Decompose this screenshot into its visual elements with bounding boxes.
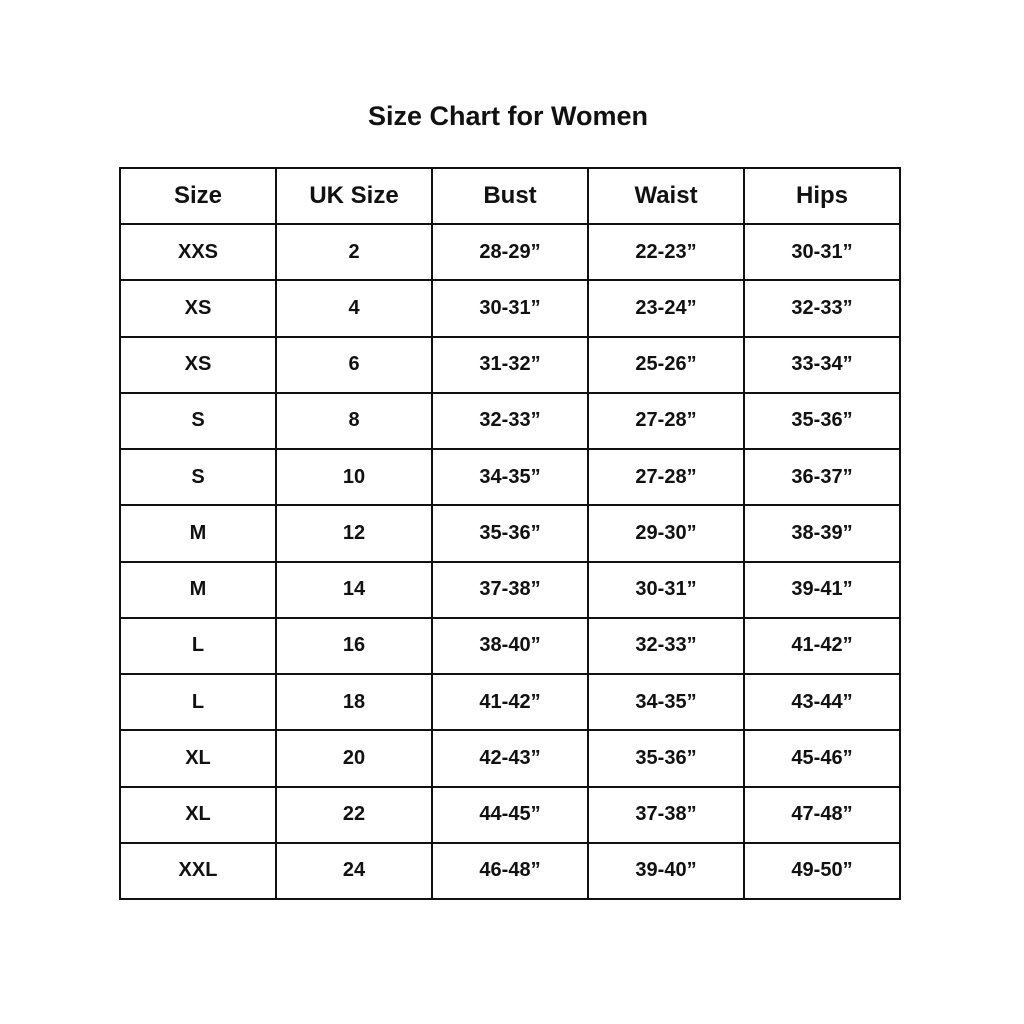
cell-hips: 38-39” xyxy=(743,504,901,563)
table-row: M 14 37-38” 30-31” 39-41” xyxy=(119,560,901,619)
cell-waist: 25-26” xyxy=(587,335,745,394)
table-row: XXS 2 28-29” 22-23” 30-31” xyxy=(119,222,901,282)
column-header-bust: Bust xyxy=(431,167,589,225)
cell-bust: 44-45” xyxy=(431,785,589,844)
cell-bust: 42-43” xyxy=(431,729,589,788)
column-header-waist: Waist xyxy=(587,167,745,225)
cell-uk-size: 4 xyxy=(275,279,433,338)
cell-bust: 38-40” xyxy=(431,616,589,676)
page-title: Size Chart for Women xyxy=(367,101,649,131)
cell-bust: 34-35” xyxy=(431,447,589,507)
cell-waist: 29-30” xyxy=(587,504,745,563)
cell-uk-size: 20 xyxy=(275,729,433,788)
cell-size: L xyxy=(119,616,277,676)
cell-uk-size: 2 xyxy=(275,222,433,282)
cell-size: XXL xyxy=(119,841,277,901)
cell-size: M xyxy=(119,560,277,619)
cell-bust: 30-31” xyxy=(431,279,589,338)
cell-uk-size: 8 xyxy=(275,391,433,451)
column-header-size: Size xyxy=(119,167,277,225)
table-row: S 8 32-33” 27-28” 35-36” xyxy=(119,391,901,451)
cell-hips: 30-31” xyxy=(743,222,901,282)
cell-waist: 35-36” xyxy=(587,729,745,788)
cell-waist: 27-28” xyxy=(587,391,745,451)
table-row: XS 6 31-32” 25-26” 33-34” xyxy=(119,335,901,394)
cell-size: XS xyxy=(119,335,277,394)
table-header-row: Size UK Size Bust Waist Hips xyxy=(119,167,901,225)
cell-waist: 37-38” xyxy=(587,785,745,844)
table-row: S 10 34-35” 27-28” 36-37” xyxy=(119,447,901,507)
cell-bust: 37-38” xyxy=(431,560,589,619)
cell-hips: 47-48” xyxy=(743,785,901,844)
cell-hips: 32-33” xyxy=(743,279,901,338)
cell-size: L xyxy=(119,672,277,732)
table-row: XS 4 30-31” 23-24” 32-33” xyxy=(119,279,901,338)
cell-hips: 36-37” xyxy=(743,447,901,507)
cell-size: XXS xyxy=(119,222,277,282)
cell-bust: 41-42” xyxy=(431,672,589,732)
cell-uk-size: 22 xyxy=(275,785,433,844)
cell-waist: 32-33” xyxy=(587,616,745,676)
cell-waist: 39-40” xyxy=(587,841,745,901)
cell-hips: 39-41” xyxy=(743,560,901,619)
cell-bust: 28-29” xyxy=(431,222,589,282)
cell-uk-size: 18 xyxy=(275,672,433,732)
cell-uk-size: 10 xyxy=(275,447,433,507)
cell-bust: 46-48” xyxy=(431,841,589,901)
table-row: XXL 24 46-48” 39-40” 49-50” xyxy=(119,841,901,901)
size-chart-table: Size UK Size Bust Waist Hips XXS 2 28-29” 22-23… xyxy=(119,167,901,901)
cell-waist: 34-35” xyxy=(587,672,745,732)
cell-hips: 35-36” xyxy=(743,391,901,451)
cell-bust: 31-32” xyxy=(431,335,589,394)
cell-uk-size: 6 xyxy=(275,335,433,394)
cell-size: S xyxy=(119,447,277,507)
cell-uk-size: 14 xyxy=(275,560,433,619)
cell-hips: 33-34” xyxy=(743,335,901,394)
cell-size: XL xyxy=(119,785,277,844)
cell-hips: 43-44” xyxy=(743,672,901,732)
cell-waist: 27-28” xyxy=(587,447,745,507)
cell-size: XL xyxy=(119,729,277,788)
cell-uk-size: 16 xyxy=(275,616,433,676)
table-row: L 16 38-40” 32-33” 41-42” xyxy=(119,616,901,676)
cell-hips: 49-50” xyxy=(743,841,901,901)
cell-waist: 22-23” xyxy=(587,222,745,282)
cell-size: XS xyxy=(119,279,277,338)
cell-size: S xyxy=(119,391,277,451)
table-row: XL 20 42-43” 35-36” 45-46” xyxy=(119,729,901,788)
table-row: L 18 41-42” 34-35” 43-44” xyxy=(119,672,901,732)
cell-waist: 30-31” xyxy=(587,560,745,619)
cell-size: M xyxy=(119,504,277,563)
cell-uk-size: 12 xyxy=(275,504,433,563)
cell-hips: 41-42” xyxy=(743,616,901,676)
table-row: M 12 35-36” 29-30” 38-39” xyxy=(119,504,901,563)
cell-uk-size: 24 xyxy=(275,841,433,901)
cell-waist: 23-24” xyxy=(587,279,745,338)
column-header-uk-size: UK Size xyxy=(275,167,433,225)
cell-bust: 35-36” xyxy=(431,504,589,563)
table-body: XXS 2 28-29” 22-23” 30-31” XS 4 30-31” 23-24” 32-… xyxy=(119,222,901,901)
cell-hips: 45-46” xyxy=(743,729,901,788)
table-row: XL 22 44-45” 37-38” 47-48” xyxy=(119,785,901,844)
cell-bust: 32-33” xyxy=(431,391,589,451)
column-header-hips: Hips xyxy=(743,167,901,225)
